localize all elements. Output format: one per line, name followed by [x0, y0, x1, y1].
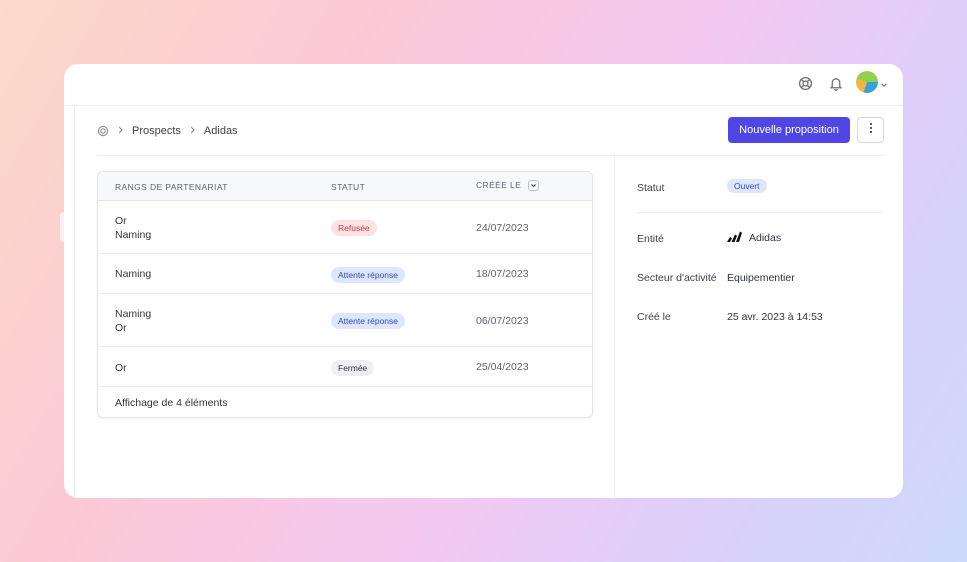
partnership-table: RANGS DE PARTENARIAT STATUT CRÉÉE LE Or … [97, 171, 593, 418]
row-rank: Naming [115, 267, 151, 281]
row-date: 18/07/2023 [476, 268, 529, 280]
table-row[interactable]: Naming Attente réponse 18/07/2023 [98, 254, 592, 294]
status-badge-label: Fermée [331, 360, 375, 376]
page-header: Prospects Adidas Nouvelle proposition [97, 106, 884, 156]
table-header: RANGS DE PARTENARIAT STATUT CRÉÉE LE [98, 172, 592, 201]
rank-line: Naming [115, 268, 152, 280]
rank-line: Naming [115, 308, 152, 320]
header-created[interactable]: CRÉÉE LE [476, 180, 540, 192]
row-date: 06/07/2023 [476, 315, 529, 327]
help-buoy-icon[interactable] [796, 74, 814, 92]
status-badge: Attente réponse [331, 267, 406, 283]
sector-value: Equipementier [727, 272, 795, 284]
row-date: 25/04/2023 [476, 361, 529, 373]
status-badge-label: Attente réponse [331, 313, 406, 329]
adidas-logo [727, 231, 743, 245]
status-badge: Ouvert [727, 179, 767, 193]
side-tab [60, 212, 66, 242]
table-row[interactable]: Naming Or Attente réponse 06/07/2023 [98, 294, 592, 347]
created-label: Créé le [637, 311, 671, 323]
sector-label: Secteur d'activité [637, 272, 717, 284]
more-vertical-icon [869, 121, 873, 139]
bell-icon[interactable] [827, 74, 845, 92]
table-row[interactable]: Or Naming Refusée 24/07/2023 [98, 201, 592, 254]
rank-line: Or [115, 322, 127, 334]
chevron-down-icon[interactable] [880, 76, 888, 94]
sort-icon[interactable] [528, 180, 540, 192]
entity-value: Adidas [727, 231, 781, 245]
rank-line: Or [115, 362, 127, 374]
home-icon[interactable] [97, 125, 109, 137]
row-rank: Naming Or [115, 307, 151, 335]
row-date: 24/07/2023 [476, 222, 529, 234]
row-rank: Or Naming [115, 214, 151, 242]
status-badge: Fermée [331, 360, 375, 376]
app-window: Prospects Adidas Nouvelle proposition RA… [64, 64, 903, 498]
top-bar [64, 64, 903, 106]
chevron-right-icon [189, 125, 196, 137]
chevron-right-icon [117, 125, 124, 137]
status-badge-label: Attente réponse [331, 267, 406, 283]
avatar[interactable] [856, 71, 878, 93]
row-rank: Or [115, 361, 127, 375]
created-value: 25 avr. 2023 à 14:53 [727, 311, 823, 323]
header-rank: RANGS DE PARTENARIAT [115, 182, 228, 192]
status-badge: Refusée [331, 220, 377, 236]
entity-name: Adidas [749, 231, 782, 244]
table-row[interactable]: Or Fermée 25/04/2023 [98, 347, 592, 387]
breadcrumb-adidas[interactable]: Adidas [203, 125, 238, 137]
divider [637, 212, 882, 213]
status-badge-label: Refusée [331, 220, 377, 236]
status-label: Statut [637, 182, 665, 194]
status-badge: Attente réponse [331, 313, 406, 329]
new-proposal-button[interactable]: Nouvelle proposition [728, 117, 850, 143]
entity-label: Entité [637, 233, 664, 245]
header-status: STATUT [331, 182, 366, 192]
left-rail [64, 106, 75, 498]
table-footer: Affichage de 4 éléments [98, 387, 592, 417]
more-options-button[interactable] [857, 117, 884, 143]
rank-line: Or [115, 215, 127, 227]
status-value: Ouvert [727, 179, 767, 193]
breadcrumb-prospects[interactable]: Prospects [132, 125, 181, 137]
header-created-label: CRÉÉE LE [476, 180, 522, 190]
panel-divider [614, 156, 615, 498]
breadcrumb: Prospects Adidas [97, 125, 238, 137]
item-count: Affichage de 4 éléments [115, 397, 228, 409]
rank-line: Naming [115, 229, 152, 241]
